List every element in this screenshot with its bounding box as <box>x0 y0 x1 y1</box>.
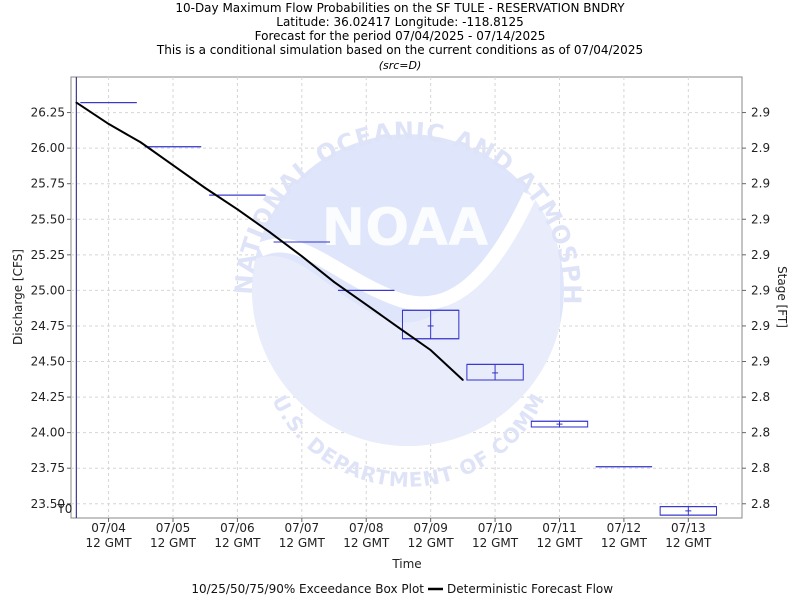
axis-ticks: 23.50 23.75 24.00 24.25 24.50 24.75 25.00 25.25… <box>31 106 770 550</box>
deterministic-point <box>107 123 110 125</box>
x-tick-date: 07/11 <box>542 521 577 535</box>
noaa-emblem <box>252 134 564 446</box>
legend-line-label: Deterministic Forecast Flow <box>447 582 613 596</box>
watermark-center-text: NOAA <box>322 198 489 258</box>
y2-tick-label: 2.9 <box>751 177 770 191</box>
x-tick-date: 07/08 <box>349 521 384 535</box>
x-tick-date: 07/09 <box>413 521 448 535</box>
deterministic-point <box>139 141 142 144</box>
y2-tick-label: 2.9 <box>751 319 770 333</box>
x-tick-time: 12 GMT <box>665 536 712 550</box>
x-tick-time: 12 GMT <box>150 536 197 550</box>
y2-tick-label: 2.9 <box>751 106 770 120</box>
y2-tick-label: 2.8 <box>751 390 770 404</box>
source-note: (src=D) <box>379 59 422 72</box>
x-tick-time: 12 GMT <box>408 536 455 550</box>
x-tick-time: 12 GMT <box>472 536 519 550</box>
y2-axis-label: Stage [FT] <box>775 266 789 328</box>
title-line-1: 10-Day Maximum Flow Probabilities on the… <box>175 1 625 15</box>
y2-tick-label: 2.9 <box>751 248 770 262</box>
x-tick-time: 12 GMT <box>343 536 390 550</box>
x-tick-date: 07/07 <box>285 521 320 535</box>
y2-tick-label: 2.9 <box>751 283 770 297</box>
x-tick-date: 07/04 <box>91 521 126 535</box>
x-tick-time: 12 GMT <box>86 536 133 550</box>
x-tick-date: 07/10 <box>478 521 513 535</box>
deterministic-series <box>75 101 464 381</box>
x-tick-time: 12 GMT <box>214 536 261 550</box>
title-line-3: Forecast for the period 07/04/2025 - 07/… <box>255 29 546 43</box>
deterministic-point <box>172 164 174 167</box>
y-tick-label: 26.00 <box>31 141 65 155</box>
x-tick-date: 07/12 <box>607 521 642 535</box>
y2-tick-label: 2.9 <box>751 141 770 155</box>
y-tick-label: 25.00 <box>31 283 65 297</box>
deterministic-point <box>236 208 239 211</box>
x-tick-time: 12 GMT <box>601 536 648 550</box>
y-tick-label: 24.00 <box>31 426 65 440</box>
y-tick-label: 25.25 <box>31 248 65 262</box>
x-tick-time: 12 GMT <box>279 536 326 550</box>
deterministic-point <box>365 303 368 306</box>
deterministic-point <box>333 280 335 283</box>
y-tick-label: 23.50 <box>31 497 65 511</box>
y-tick-label: 23.75 <box>31 461 65 475</box>
x-axis-label: Time <box>391 557 421 571</box>
deterministic-point <box>461 379 464 381</box>
deterministic-point <box>300 255 303 258</box>
deterministic-point <box>204 187 207 189</box>
exceedance-box <box>401 309 460 340</box>
t0-label: T0 <box>56 502 72 516</box>
x-tick-date: 07/06 <box>220 521 255 535</box>
t0-marker: T0 <box>56 77 77 518</box>
x-tick-date: 07/05 <box>156 521 191 535</box>
deterministic-point <box>429 349 432 352</box>
y-tick-label: 26.25 <box>31 106 65 120</box>
x-tick-time: 12 GMT <box>536 536 583 550</box>
y2-tick-label: 2.9 <box>751 355 770 369</box>
y-axis-label: Discharge [CFS] <box>11 249 25 345</box>
y-tick-label: 25.75 <box>31 177 65 191</box>
deterministic-point <box>397 326 400 329</box>
title-line-4: This is a conditional simulation based o… <box>156 43 643 57</box>
y-tick-label: 25.50 <box>31 212 65 226</box>
y2-tick-label: 2.9 <box>751 212 770 226</box>
legend-box-label: 10/25/50/75/90% Exceedance Box Plot <box>191 582 424 596</box>
legend: 10/25/50/75/90% Exceedance Box Plot Dete… <box>191 582 613 596</box>
y-tick-label: 24.50 <box>31 355 65 369</box>
deterministic-point <box>75 101 78 104</box>
exceedance-box <box>466 363 524 381</box>
chart-title: 10-Day Maximum Flow Probabilities on the… <box>156 1 643 72</box>
y2-tick-label: 2.8 <box>751 497 770 511</box>
y-tick-label: 24.75 <box>31 319 65 333</box>
deterministic-point <box>268 231 271 233</box>
exceedance-box <box>530 420 589 428</box>
exceedance-box <box>659 506 718 516</box>
title-line-2: Latitude: 36.02417 Longitude: -118.8125 <box>276 15 523 29</box>
x-tick-date: 07/13 <box>671 521 706 535</box>
y2-tick-label: 2.8 <box>751 426 770 440</box>
y-tick-label: 24.25 <box>31 390 65 404</box>
y2-tick-label: 2.8 <box>751 461 770 475</box>
